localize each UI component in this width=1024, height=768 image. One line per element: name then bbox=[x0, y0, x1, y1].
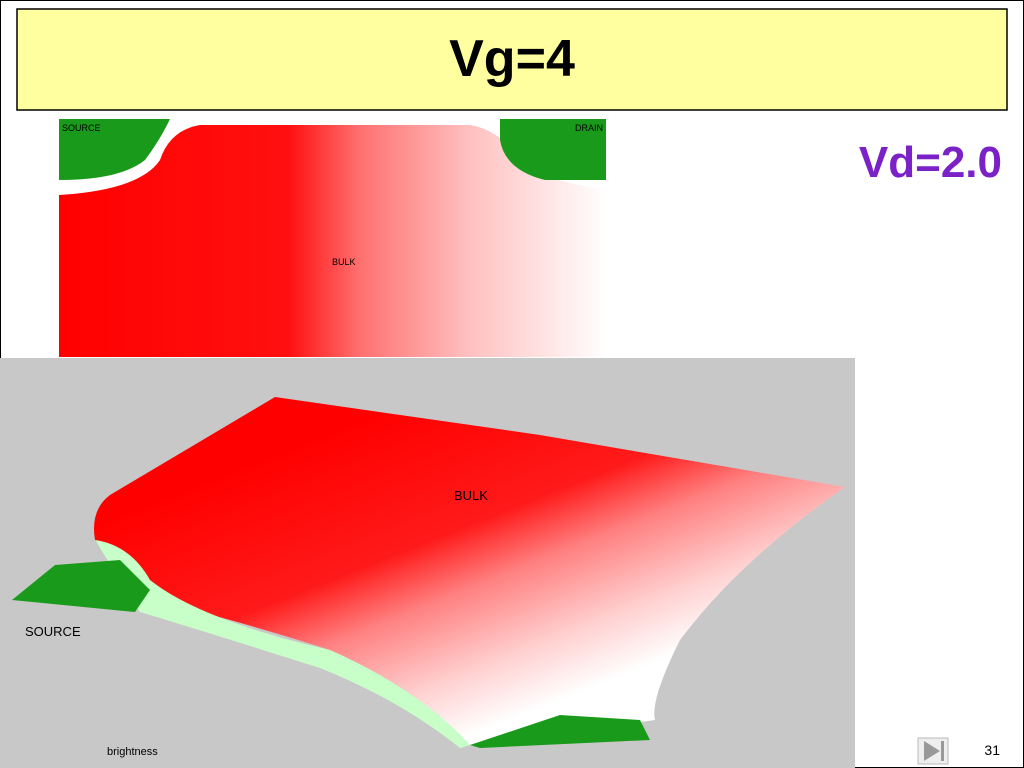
title-box bbox=[16, 8, 1008, 111]
slide-subtitle: Vd=2.0 bbox=[859, 138, 1002, 187]
source-label-3d: SOURCE bbox=[25, 624, 81, 639]
source-label: SOURCE bbox=[62, 123, 101, 133]
bulk-label-3d: BULK bbox=[454, 488, 488, 503]
slide-title: Vg=4 bbox=[449, 30, 575, 88]
bulk-label: BULK bbox=[332, 257, 356, 267]
bottom-image: BULK SOURCE brightness bbox=[0, 358, 855, 768]
brightness-label: brightness bbox=[107, 746, 158, 758]
top-image: SOURCE DRAIN BULK bbox=[59, 119, 606, 357]
page-number: 31 bbox=[984, 742, 1000, 758]
next-button[interactable] bbox=[917, 737, 949, 765]
drain-label: DRAIN bbox=[575, 123, 603, 133]
